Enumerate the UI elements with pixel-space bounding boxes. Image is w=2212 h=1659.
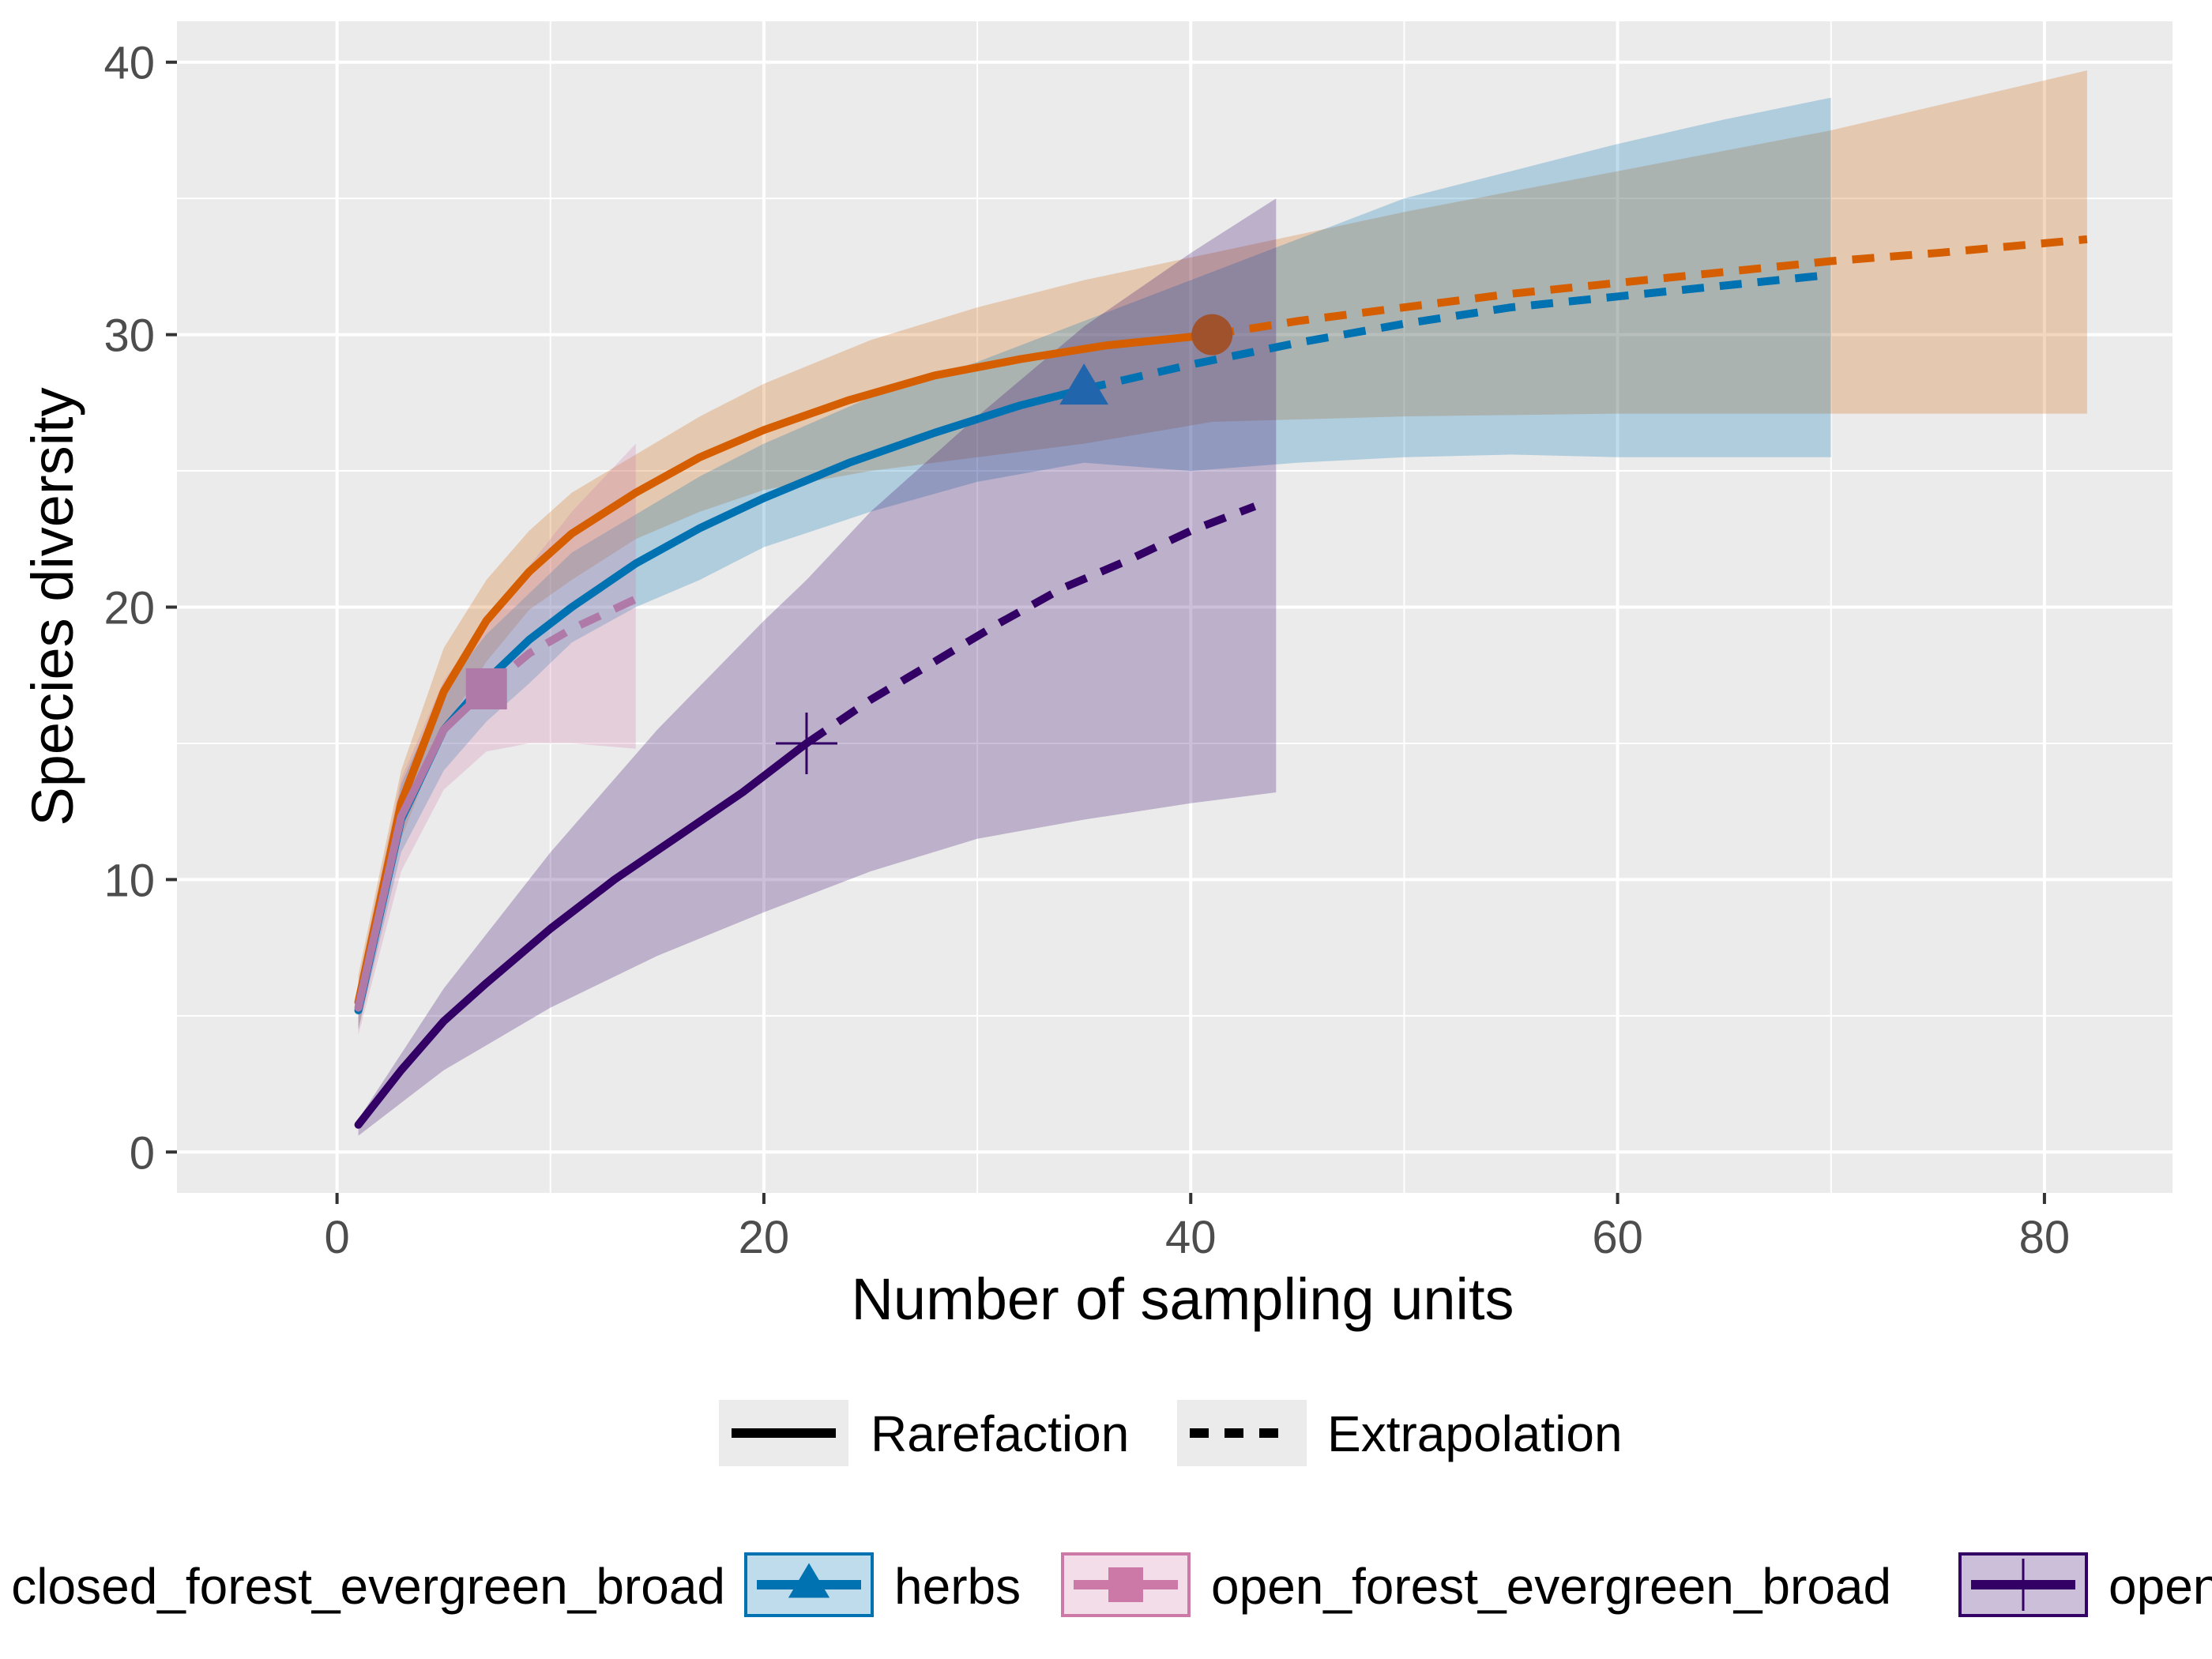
axes: 0 20 40 60 80 0 10 20 30 40 (103, 38, 2070, 1263)
legend-label: open_forest_evergreen_broad (1211, 1558, 1891, 1615)
rarefaction-line (354, 685, 491, 1012)
legend-key-marker (1997, 1559, 2049, 1611)
x-tick-label: 40 (1165, 1212, 1217, 1263)
y-tick-label: 30 (103, 310, 155, 362)
legend-key-marker (1108, 1567, 1143, 1602)
y-tick-label: 0 (130, 1127, 155, 1179)
legend-assemblage: closed_forest_evergreen_broad herbs open_f… (11, 1552, 2212, 1617)
reference-point-marker (1191, 314, 1233, 356)
rarefaction-line (354, 739, 811, 1129)
x-tick-label: 0 (324, 1212, 349, 1263)
reference-point-marker (465, 668, 507, 709)
extrapolation-line (483, 595, 638, 692)
confidence-band (358, 97, 1831, 1030)
reference-point-marker (1059, 363, 1109, 405)
legend-label: Rarefaction (871, 1405, 1129, 1462)
rarefaction-line (354, 330, 1217, 1006)
y-tick-label: 20 (103, 583, 155, 634)
reference-markers (465, 314, 1233, 774)
legend-key-marker (788, 1563, 830, 1598)
extrapolation-line (1083, 270, 1832, 393)
y-tick-label: 40 (103, 38, 155, 89)
legend-label: Extrapolation (1327, 1405, 1623, 1462)
legend-label: herbs (894, 1558, 1021, 1615)
extrapolation-line (1211, 235, 2088, 339)
y-tick-label: 10 (103, 855, 155, 906)
legend-label: open_forest_evergreen_needle (2109, 1558, 2212, 1615)
extrapolation-line (804, 502, 1257, 747)
confidence-band (358, 70, 2087, 1030)
y-axis-label: Species diversity (20, 387, 85, 826)
x-tick-label: 60 (1592, 1212, 1643, 1263)
x-axis-label: Number of sampling units (851, 1266, 1514, 1332)
x-tick-label: 80 (2019, 1212, 2071, 1263)
reference-point-marker (775, 712, 837, 774)
x-tick-label: 20 (739, 1212, 790, 1263)
legend-method: Rarefaction Extrapolation (719, 1400, 1623, 1466)
series-lines (354, 235, 2088, 1129)
legend-label: closed_forest_evergreen_broad (11, 1558, 725, 1615)
grid (177, 21, 2172, 1193)
confidence-band (358, 443, 636, 1035)
